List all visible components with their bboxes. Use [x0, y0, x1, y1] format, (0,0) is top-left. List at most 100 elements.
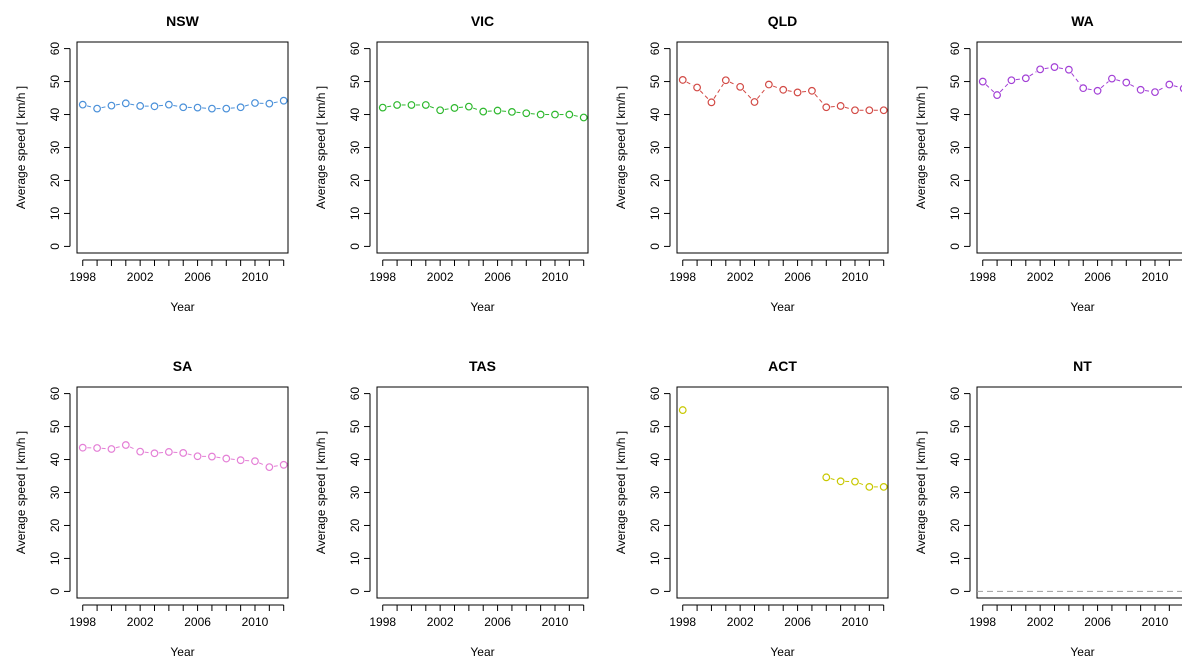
series-segment — [802, 91, 807, 92]
y-tick-label: 20 — [348, 173, 362, 187]
data-point — [751, 99, 758, 106]
x-axis-label: Year — [170, 300, 194, 314]
series-segment — [859, 483, 865, 485]
data-point — [180, 104, 187, 111]
data-point — [837, 103, 844, 110]
data-point — [794, 89, 801, 96]
series-segment — [815, 94, 823, 104]
data-point — [1023, 75, 1030, 82]
data-point — [1137, 87, 1144, 94]
data-point — [880, 107, 887, 114]
x-tick-label: 2010 — [542, 270, 569, 284]
series-segment — [145, 452, 150, 453]
data-point — [151, 450, 158, 457]
x-tick-label: 2006 — [1084, 615, 1111, 629]
series-segment — [788, 91, 794, 92]
y-tick-label: 30 — [48, 486, 62, 500]
x-tick-label: 2002 — [1027, 270, 1054, 284]
series-segment — [1130, 85, 1136, 88]
series-segment — [116, 104, 121, 105]
data-point — [780, 87, 787, 94]
data-point — [679, 77, 686, 84]
data-point — [1051, 64, 1058, 71]
data-point — [209, 105, 216, 112]
y-tick-label: 50 — [48, 420, 62, 434]
x-tick-label: 2010 — [1142, 270, 1169, 284]
series-segment — [116, 446, 122, 448]
y-axis-label: Average speed [ km/h ] — [914, 431, 928, 554]
plot-frame — [677, 42, 888, 253]
y-tick-label: 40 — [948, 453, 962, 467]
data-point — [252, 100, 259, 107]
series-segment — [130, 447, 136, 450]
x-tick-label: 1998 — [669, 615, 696, 629]
series-segment — [188, 454, 194, 455]
data-point — [237, 457, 244, 464]
data-point — [708, 99, 715, 106]
x-tick-label: 1998 — [369, 615, 396, 629]
x-tick-label: 2002 — [1027, 615, 1054, 629]
series-segment — [1101, 82, 1108, 88]
y-tick-label: 50 — [648, 75, 662, 89]
x-tick-label: 2010 — [1142, 615, 1169, 629]
y-tick-label: 60 — [348, 42, 362, 56]
y-tick-label: 20 — [48, 173, 62, 187]
y-tick-label: 60 — [948, 42, 962, 56]
y-tick-label: 10 — [948, 206, 962, 220]
series-segment — [274, 102, 280, 103]
data-point — [537, 111, 544, 118]
y-tick-label: 0 — [48, 588, 62, 595]
series-segment — [102, 107, 108, 108]
panel-title: SA — [173, 358, 192, 374]
y-tick-label: 10 — [348, 206, 362, 220]
y-tick-label: 30 — [348, 141, 362, 155]
data-point — [1094, 87, 1101, 94]
y-axis-label: Average speed [ km/h ] — [914, 86, 928, 209]
data-point — [166, 101, 173, 108]
data-point — [194, 453, 201, 460]
data-point — [79, 101, 86, 108]
data-point — [266, 100, 273, 107]
y-tick-label: 50 — [348, 75, 362, 89]
plot-frame — [77, 42, 288, 253]
data-point — [823, 474, 830, 481]
x-tick-label: 2010 — [242, 270, 269, 284]
x-tick-label: 2010 — [842, 615, 869, 629]
y-tick-label: 40 — [348, 108, 362, 122]
series-segment — [1088, 89, 1094, 90]
panel-title: ACT — [768, 358, 797, 374]
series-segment — [714, 84, 723, 99]
y-tick-label: 20 — [48, 518, 62, 532]
y-tick-label: 40 — [48, 453, 62, 467]
series-segment — [687, 82, 693, 85]
data-point — [123, 100, 130, 107]
plot-frame — [977, 42, 1182, 253]
data-point — [379, 104, 386, 111]
x-tick-label: 2006 — [784, 615, 811, 629]
data-point — [679, 407, 686, 414]
series-segment — [986, 85, 994, 92]
y-tick-label: 10 — [948, 551, 962, 565]
y-tick-label: 50 — [948, 75, 962, 89]
series-segment — [87, 106, 93, 108]
series-segment — [1059, 68, 1065, 69]
y-tick-label: 60 — [348, 387, 362, 401]
y-tick-label: 50 — [48, 75, 62, 89]
y-tick-label: 50 — [648, 420, 662, 434]
data-point — [209, 453, 216, 460]
data-point — [837, 478, 844, 485]
x-axis-label: Year — [770, 300, 794, 314]
series-segment — [159, 105, 164, 106]
series-segment — [231, 459, 236, 460]
y-tick-label: 0 — [348, 243, 362, 250]
data-point — [823, 104, 830, 111]
y-tick-label: 30 — [348, 486, 362, 500]
plot-frame — [677, 387, 888, 598]
x-axis-label: Year — [470, 300, 494, 314]
series-segment — [1016, 79, 1021, 80]
data-point — [766, 81, 773, 88]
